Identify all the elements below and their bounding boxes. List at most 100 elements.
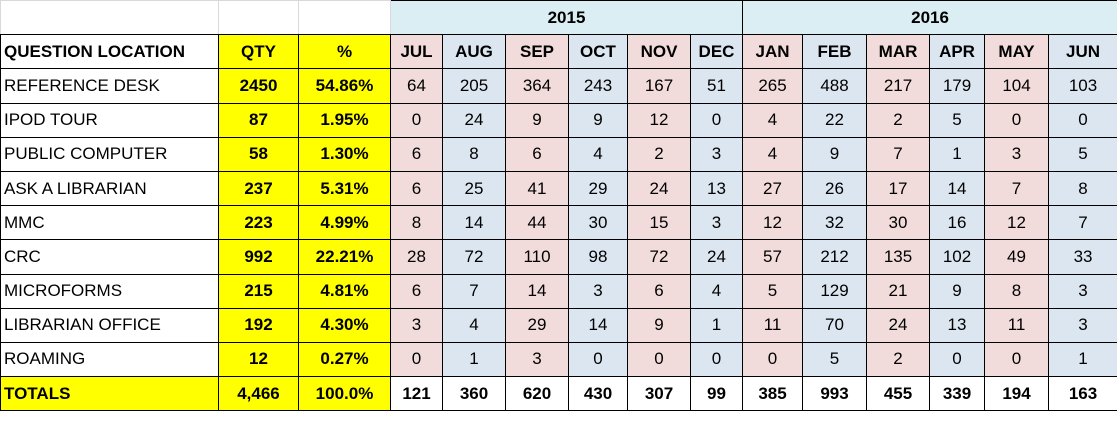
header-row: QUESTION LOCATION QTY% JUL AUG SEP OCT NOV DEC J… (0, 34, 1117, 70)
column-header: MAY (984, 34, 1050, 70)
cell: 3 (984, 136, 1050, 172)
cell: 339 (929, 376, 986, 412)
row-label: REFERENCE DESK (0, 68, 219, 104)
cell: 4,466 (218, 376, 299, 412)
data-row: REFERENCE DESK 2450 54.86% 64 205 364 243 167 51… (0, 68, 1117, 104)
row-label: ASK A LIBRARIAN (0, 170, 219, 207)
cell: 0 (627, 341, 691, 378)
cell: 15 (627, 205, 691, 241)
cell: 72 (627, 239, 691, 275)
cell: 49 (984, 239, 1050, 275)
year-header: 2016 (742, 0, 1117, 36)
cell: 7 (1048, 205, 1117, 241)
cell: 100.0% (298, 376, 391, 412)
cell: 14 (929, 170, 986, 207)
cell: 0 (689, 102, 744, 138)
cell: 25 (442, 170, 506, 207)
cell: 30 (866, 205, 931, 241)
blank-cell (0, 0, 219, 36)
cell: 14 (505, 273, 569, 309)
cell: 455 (866, 376, 931, 412)
cell: 6 (627, 273, 691, 309)
cell: 17 (866, 170, 931, 207)
cell: 4.81% (298, 273, 391, 309)
cell: 26 (802, 170, 868, 207)
cell: 192 (218, 307, 299, 343)
column-header: QTY (218, 34, 299, 70)
cell: 179 (929, 68, 986, 104)
cell: 0 (390, 341, 443, 378)
cell: 28 (390, 239, 443, 275)
row-label: PUBLIC COMPUTER (0, 136, 219, 172)
cell: 9 (627, 307, 691, 343)
cell: 1 (929, 136, 986, 172)
cell: 265 (742, 68, 804, 104)
cell: 9 (929, 273, 986, 309)
row-label: CRC (0, 239, 219, 275)
cell: 6 (390, 170, 443, 207)
column-header: % (298, 34, 391, 70)
cell: 620 (505, 376, 569, 412)
cell: 44 (505, 205, 569, 241)
column-header: JUL (390, 34, 443, 70)
cell: 167 (627, 68, 691, 104)
column-header: AUG (442, 34, 506, 70)
cell: 3 (390, 307, 443, 343)
row-label: ROAMING (0, 341, 219, 378)
cell: 14 (442, 205, 506, 241)
data-table: 2015 2016 QUESTION LOCATION QTY% JUL AUG SEP OC… (0, 0, 1117, 412)
cell: 16 (929, 205, 986, 241)
cell: 3 (689, 136, 744, 172)
cell: 0 (984, 341, 1050, 378)
cell: 13 (689, 170, 744, 207)
cell: 1.30% (298, 136, 391, 172)
cell: 12 (742, 205, 804, 241)
totals-row: TOTALS 4,466 100.0% 121 360 620 430 307 99 385 993… (0, 376, 1117, 412)
cell: 22 (802, 102, 868, 138)
cell: 7 (984, 170, 1050, 207)
cell: 29 (568, 170, 628, 207)
blank-cell (298, 0, 391, 36)
cell: 4 (742, 102, 804, 138)
cell: 70 (802, 307, 868, 343)
data-row: MMC 223 4.99% 8 14 44 30 15 3 12 32 30 16 12 7 (0, 205, 1117, 241)
cell: 4.99% (298, 205, 391, 241)
cell: 2 (866, 102, 931, 138)
cell: 6 (390, 136, 443, 172)
cell: 0 (390, 102, 443, 138)
cell: 205 (442, 68, 506, 104)
cell: 8 (390, 205, 443, 241)
cell: 307 (627, 376, 691, 412)
cell: 1 (689, 307, 744, 343)
cell: 24 (627, 170, 691, 207)
row-label: TOTALS (0, 376, 219, 412)
cell: 0 (689, 341, 744, 378)
data-row: PUBLIC COMPUTER 58 1.30% 6 8 6 4 2 3 4 9 7 1 3 5 (0, 136, 1117, 172)
cell: 237 (218, 170, 299, 207)
cell: 58 (218, 136, 299, 172)
cell: 4 (442, 307, 506, 343)
cell: 87 (218, 102, 299, 138)
cell: 103 (1048, 68, 1117, 104)
cell: 217 (866, 68, 931, 104)
row-label: MMC (0, 205, 219, 241)
cell: 129 (802, 273, 868, 309)
cell: 5 (802, 341, 868, 378)
cell: 51 (689, 68, 744, 104)
column-header: MAR (866, 34, 931, 70)
cell: 0 (742, 341, 804, 378)
cell: 64 (390, 68, 443, 104)
cell: 993 (802, 376, 868, 412)
data-row: ROAMING 12 0.27% 0 1 3 0 0 0 0 5 2 0 0 1 (0, 341, 1117, 378)
cell: 3 (1048, 273, 1117, 309)
cell: 4 (568, 136, 628, 172)
cell: 9 (568, 102, 628, 138)
cell: 104 (984, 68, 1050, 104)
cell: 3 (568, 273, 628, 309)
cell: 4 (742, 136, 804, 172)
cell: 1 (442, 341, 506, 378)
cell: 99 (689, 376, 744, 412)
cell: 0 (1048, 102, 1117, 138)
cell: 9 (802, 136, 868, 172)
